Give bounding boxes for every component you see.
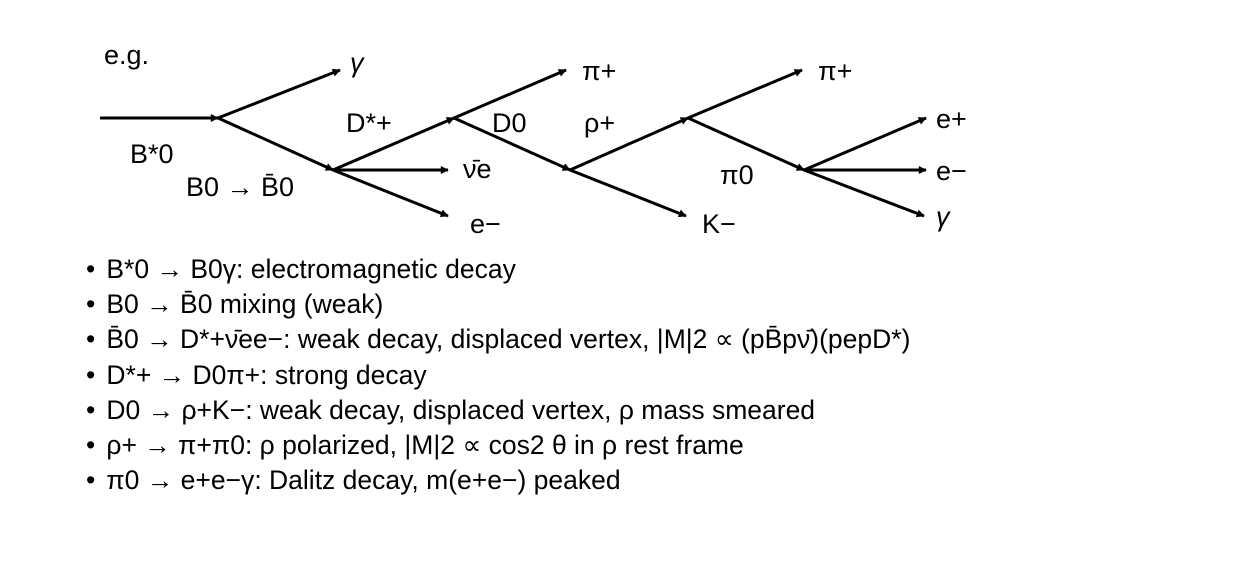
label-k-minus: K−: [702, 209, 736, 239]
decay-item: • π0 → e+e−γ: Dalitz decay, m(e+e−) peak…: [86, 463, 910, 498]
label-d-star-plus: D*+: [346, 108, 392, 138]
decay-list: • B*0 → B0γ: electromagnetic decay • B0 …: [86, 252, 910, 498]
bullet-icon: •: [86, 254, 96, 284]
decay-equation: B̄0 → D*+ν̄ee−: [106, 324, 284, 355]
pi-plus-line-2: [687, 68, 803, 120]
decay-note: strong decay: [274, 359, 427, 390]
gamma-line-2: [803, 168, 925, 218]
decay-equation: π0 → e+e−γ: [106, 465, 255, 496]
decay-equation: B*0 → B0γ: [106, 254, 236, 284]
decay-equation: D*+ → D0π+: [106, 359, 261, 390]
bullet-icon: •: [86, 324, 96, 355]
decay-note: ρ polarized, |M|2 ∝ cos2 θ in ρ rest fra…: [259, 430, 744, 461]
b0-line: [217, 116, 334, 172]
decay-item: • B0 → B̄0 mixing (weak): [86, 287, 910, 322]
e-minus-line: [332, 168, 449, 218]
decay-note: mixing (weak): [219, 289, 384, 320]
gamma-line: [217, 68, 341, 120]
label-gamma-top: γ: [350, 48, 365, 78]
d-star-plus-line: [332, 116, 455, 172]
rho-plus-line: [569, 116, 689, 172]
label-gamma-bottom: γ: [936, 202, 951, 232]
k-minus-line: [569, 168, 687, 218]
decay-item: • B̄0 → D*+ν̄ee−: weak decay, displaced …: [86, 322, 910, 357]
label-e-minus-2: e−: [936, 156, 967, 186]
label-pi0: π0: [720, 160, 754, 190]
decay-equation: ρ+ → π+π0: [106, 430, 245, 461]
intro-label: e.g.: [104, 40, 150, 70]
pi0-line: [687, 116, 805, 172]
bullet-icon: •: [86, 289, 96, 320]
label-pi-plus-2: π+: [818, 56, 852, 86]
label-d0: D0: [492, 108, 527, 138]
bullet-icon: •: [86, 394, 96, 425]
d0-line: [453, 116, 571, 172]
decay-item: • D*+ → D0π+: strong decay: [86, 358, 910, 393]
decay-equation: B0 → B̄0: [106, 289, 213, 320]
label-nu-bar-e: ν̄e: [463, 154, 492, 184]
e-plus-line: [803, 116, 927, 172]
decay-item: • D0 → ρ+K−: weak decay, displaced verte…: [86, 393, 910, 428]
decay-item: • B*0 → B0γ: electromagnetic decay: [86, 252, 910, 287]
decay-equation: D0 → ρ+K−: [106, 394, 246, 425]
label-pi-plus-1: π+: [582, 56, 616, 86]
decay-note: electromagnetic decay: [250, 254, 516, 284]
label-b0-mixing: B0 → B̄0: [186, 172, 294, 202]
decay-item: • ρ+ → π+π0: ρ polarized, |M|2 ∝ cos2 θ …: [86, 428, 910, 463]
decay-note: weak decay, displaced vertex, ρ mass sme…: [259, 394, 816, 425]
label-e-plus: e+: [936, 104, 967, 134]
label-b-star0: B*0: [130, 139, 174, 169]
decay-chain-diagram: γ B*0 B0 → B̄0 D*+ ν̄e e− D0 π+ ρ+ K− π+…: [100, 48, 967, 239]
label-rho-plus: ρ+: [584, 108, 615, 138]
bullet-icon: •: [86, 430, 96, 461]
bullet-icon: •: [86, 465, 96, 496]
decay-note: Dalitz decay, m(e+e−) peaked: [269, 465, 621, 496]
decay-note: weak decay, displaced vertex, |M|2 ∝ (pB…: [297, 324, 911, 355]
pi-plus-line-1: [453, 68, 567, 120]
bullet-icon: •: [86, 359, 96, 390]
label-e-minus-1: e−: [470, 209, 501, 239]
